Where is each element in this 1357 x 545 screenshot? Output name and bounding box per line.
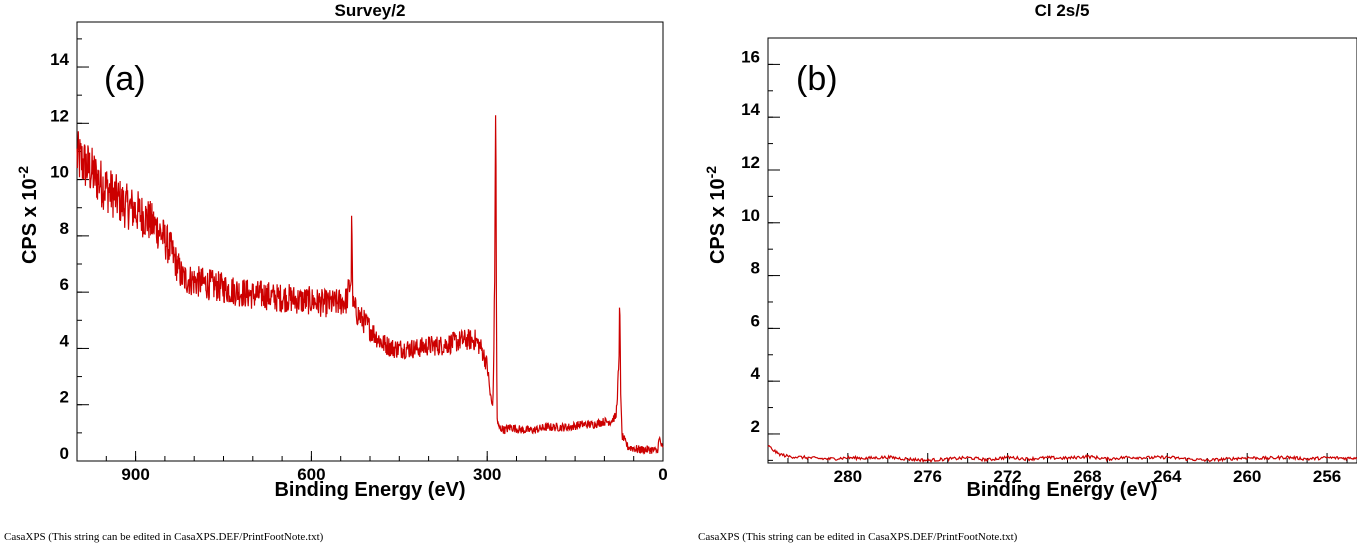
panel-b-x-tick-label: 272 <box>993 467 1021 486</box>
panel-a-x-tick-label: 0 <box>658 465 667 484</box>
panel-b-title: Cl 2s/5 <box>1035 1 1090 20</box>
panel-b-x-tick-label: 280 <box>834 467 862 486</box>
panel-a-x-tick-label: 300 <box>473 465 501 484</box>
panel-a-footnote: CasaXPS (This string can be edited in Ca… <box>4 531 324 543</box>
panel-a-series-line <box>76 115 664 455</box>
panel-b-ticks: 280 276 272 268 264 260 256 2 4 6 8 10 12 14 16 <box>741 37 1348 486</box>
panel-a-title: Survey/2 <box>335 1 406 20</box>
panel-b-plot-frame <box>767 37 1357 464</box>
panel-a-y-tick-label: 10 <box>50 163 69 182</box>
panel-b-ylabel-exp: -2 <box>703 166 719 179</box>
panel-b-y-tick-label: 2 <box>751 417 760 436</box>
panel-a-y-tick-label: 14 <box>50 50 69 69</box>
panel-b-series-line <box>767 444 1357 463</box>
panel-b-y-tick-label: 16 <box>741 47 760 66</box>
panel-a-y-tick-label: 8 <box>60 219 69 238</box>
panel-b-y-tick-label: 10 <box>741 206 760 225</box>
panel-b-ylabel-main: CPS x 10 <box>707 178 729 264</box>
panel-b-ylabel: CPS x 10-2 <box>703 166 729 264</box>
panel-b-x-tick-label: 264 <box>1153 467 1182 486</box>
panel-b-tag: (b) <box>796 60 838 98</box>
panel-a-x-tick-label: 900 <box>121 465 149 484</box>
panel-a-ylabel: CPS x 10-2 <box>15 166 41 264</box>
panel-b-xlabel: Binding Energy (eV) <box>966 479 1157 501</box>
panel-a-x-tick-label: 600 <box>297 465 325 484</box>
panel-b-y-tick-label: 12 <box>741 153 760 172</box>
panel-b-x-tick-label: 260 <box>1233 467 1261 486</box>
panel-a-ylabel-exp: -2 <box>15 166 31 179</box>
panel-b-y-tick-label: 14 <box>741 100 760 119</box>
panel-a-xlabel: Binding Energy (eV) <box>274 479 465 501</box>
panel-b-y-tick-label: 6 <box>751 311 760 330</box>
panel-b-x-tick-label: 276 <box>914 467 942 486</box>
panel-a-y-tick-label: 2 <box>60 388 69 407</box>
panel-a-y-tick-label: 4 <box>60 331 70 350</box>
panel-a-ticks: 900 600 300 0 0 2 4 6 8 10 12 14 <box>50 38 668 484</box>
panel-a-tag: (a) <box>104 60 146 98</box>
panel-b-footnote: CasaXPS (This string can be edited in Ca… <box>698 531 1018 543</box>
panel-a-y-tick-label: 6 <box>60 275 69 294</box>
panel-b-x-tick-label: 268 <box>1073 467 1101 486</box>
panel-a-ylabel-main: CPS x 10 <box>19 178 41 264</box>
panel-b-y-tick-label: 4 <box>751 364 761 383</box>
panel-b-x-tick-label: 256 <box>1313 467 1341 486</box>
panel-b-y-tick-label: 8 <box>751 259 760 278</box>
panel-a-y-tick-label: 12 <box>50 106 69 125</box>
panel-a-y-tick-label: 0 <box>60 444 69 463</box>
panel-a: Survey/2 900 600 300 0 0 2 4 6 8 10 12 14 (a) Bindi… <box>4 1 668 543</box>
panel-b: Cl 2s/5 280 276 272 268 264 260 256 2 4 6 8 10 12 14 1… <box>698 1 1357 543</box>
